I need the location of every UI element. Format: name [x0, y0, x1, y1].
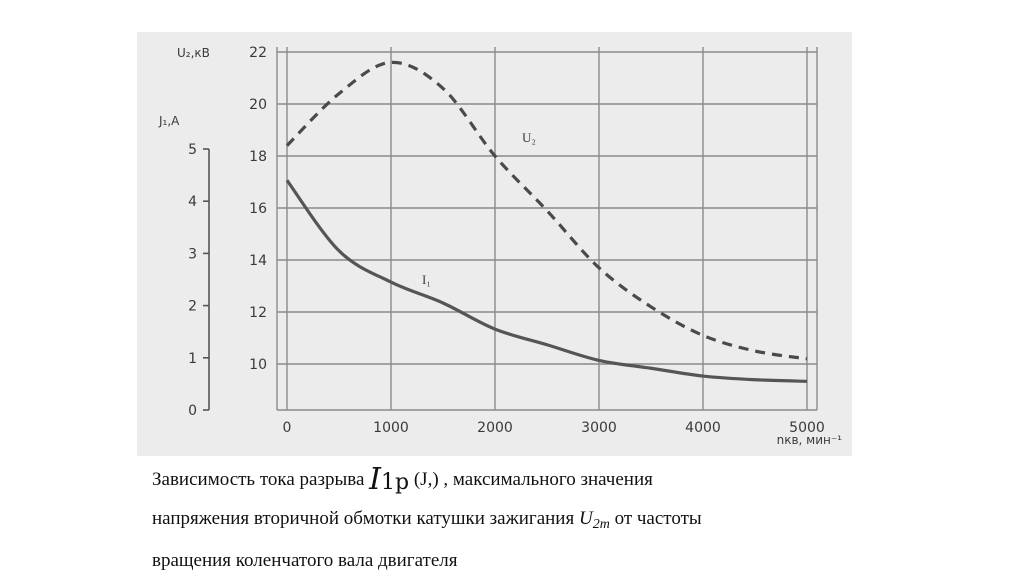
y-right-tick-label: 20 [249, 97, 267, 113]
y-left-tick-label: 4 [188, 194, 197, 210]
x-tick-label: 3000 [581, 420, 617, 436]
series-line-u2 [285, 60, 808, 361]
caption-part3: напряжения вторичной обмотки катушки заж… [152, 508, 575, 529]
y-right-tick-label: 16 [249, 201, 267, 217]
series-label-u2: U₂ [522, 130, 536, 145]
x-axis-title: nкв, мин⁻¹ [777, 433, 843, 447]
y-left-tick-label: 0 [188, 403, 197, 419]
series-line-i1 [285, 179, 808, 383]
y-left-tick-label: 3 [188, 246, 197, 262]
caption-symbol-i: I1p [369, 462, 410, 497]
y-right-tick-label: 10 [249, 357, 267, 373]
y-right-axis-title: U₂,кВ [177, 46, 210, 60]
y-right-tick-label: 18 [249, 149, 267, 165]
caption-part5: вращения коленчатого вала двигателя [152, 550, 458, 571]
y-right-tick-label: 22 [249, 45, 267, 61]
x-tick-label: 5000 [789, 420, 825, 436]
y-left-tick-label: 5 [188, 142, 197, 158]
y-right-tick-label: 14 [249, 253, 267, 269]
figure-panel: 10 12 14 16 18 20 22 0 1 2 3 4 5 0 1000 2000 3000 4000 500… [137, 32, 852, 456]
x-tick-label: 0 [283, 420, 292, 436]
x-tick-label: 4000 [685, 420, 721, 436]
x-tick-label: 2000 [477, 420, 513, 436]
caption-part2: (J,) , максимального значения [413, 469, 653, 490]
x-tick-label: 1000 [373, 420, 409, 436]
caption-part4: от частоты [614, 508, 702, 529]
y-left-tick-label: 1 [188, 351, 197, 367]
caption-symbol-u: U2m [578, 508, 610, 532]
y-right-tick-label: 12 [249, 305, 267, 321]
caption-part1: Зависимость тока разрыва [152, 469, 365, 490]
series-label-i1: I₁ [422, 272, 431, 287]
figure-caption: Зависимость тока разрыва I1p (J,) , макс… [152, 462, 912, 579]
y-left-axis-title: J₁,A [158, 114, 180, 128]
y-left-tick-label: 2 [188, 299, 197, 315]
